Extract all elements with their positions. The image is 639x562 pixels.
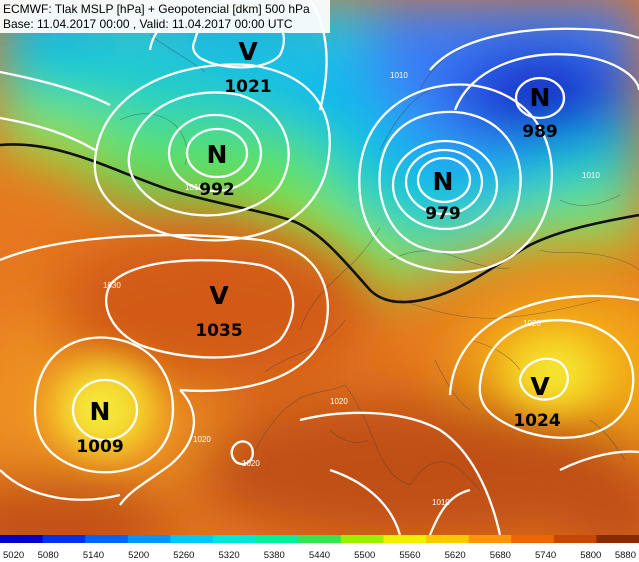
low-value: 989 <box>522 122 558 142</box>
colorbar-tick-label: 5260 <box>173 550 194 561</box>
high-letter: V <box>209 281 229 310</box>
colorbar-tick-label: 5740 <box>535 550 556 561</box>
colorbar-tick-label: 5680 <box>490 550 511 561</box>
low-letter: N <box>530 83 551 112</box>
colorbar-swatch <box>383 535 427 543</box>
high-value: 1035 <box>195 321 242 341</box>
colorbar-tick-label: 5560 <box>399 550 420 561</box>
high-value: 1024 <box>513 411 560 431</box>
high-letter: V <box>530 372 550 401</box>
low-letter: N <box>433 167 454 196</box>
pressure-centers: V 1021 N 992 N 979 N 989 V 1035 N 1009 V… <box>76 37 560 457</box>
isobar-label: 1010 <box>432 498 450 507</box>
colorbar-swatch <box>298 535 342 543</box>
colorbar-tick-label: 5140 <box>83 550 104 561</box>
colorbar-tick-label: 5020 <box>3 550 24 561</box>
low-letter: N <box>90 397 111 426</box>
high-letter: V <box>238 37 258 66</box>
colorbar-tick-label: 5620 <box>445 550 466 561</box>
isobar-label: 1020 <box>330 397 348 406</box>
isobar-label: 1020 <box>242 459 260 468</box>
low-value: 992 <box>199 180 235 200</box>
low-letter: N <box>207 140 228 169</box>
colorbar-tick-label: 5800 <box>580 550 601 561</box>
colorbar-tick-label: 5320 <box>219 550 240 561</box>
colorbar-swatch <box>255 535 299 543</box>
isobar-label: 1020 <box>523 319 541 328</box>
isobar-label: 1010 <box>582 171 600 180</box>
colorbar-swatch <box>468 535 512 543</box>
colorbar-tick-label: 5880 <box>615 550 636 561</box>
colorbar-swatch <box>426 535 470 543</box>
colorbar: 5020 5080 5140 5200 5260 5320 5380 5440 5500 5560… <box>0 535 639 562</box>
colorbar-swatch <box>127 535 171 543</box>
colorbar-swatch <box>42 535 86 543</box>
colorbar-swatch <box>596 535 639 543</box>
colorbar-swatch <box>340 535 384 543</box>
isobar-labels: 1010 1010 1010 1030 1020 1020 1020 1020 … <box>103 71 600 507</box>
high-value: 1021 <box>224 77 271 97</box>
low-value: 1009 <box>76 437 123 457</box>
isobar-label: 1010 <box>390 71 408 80</box>
isobar-label: 1020 <box>193 435 211 444</box>
colorbar-swatch <box>511 535 555 543</box>
colorbar-swatch <box>213 535 257 543</box>
colorbar-tick-label: 5080 <box>38 550 59 561</box>
map-title: ECMWF: Tlak MSLP [hPa] + Geopotencial [d… <box>3 2 310 16</box>
contour-5520 <box>0 143 639 304</box>
isobar-label: 1010 <box>185 183 203 192</box>
colorbar-tick-label: 5500 <box>354 550 375 561</box>
colorbar-tick-label: 5380 <box>264 550 285 561</box>
isobar-label: 1030 <box>103 281 121 290</box>
map-validity: Base: 11.04.2017 00:00 , Valid: 11.04.20… <box>3 17 293 31</box>
colorbar-swatch <box>85 535 129 543</box>
low-value: 979 <box>425 204 461 224</box>
map-header: ECMWF: Tlak MSLP [hPa] + Geopotencial [d… <box>0 0 330 33</box>
colorbar-swatch <box>170 535 214 543</box>
colorbar-swatch <box>0 535 44 543</box>
colorbar-tick-label: 5200 <box>128 550 149 561</box>
colorbar-tick-label: 5440 <box>309 550 330 561</box>
colorbar-swatch <box>553 535 597 543</box>
